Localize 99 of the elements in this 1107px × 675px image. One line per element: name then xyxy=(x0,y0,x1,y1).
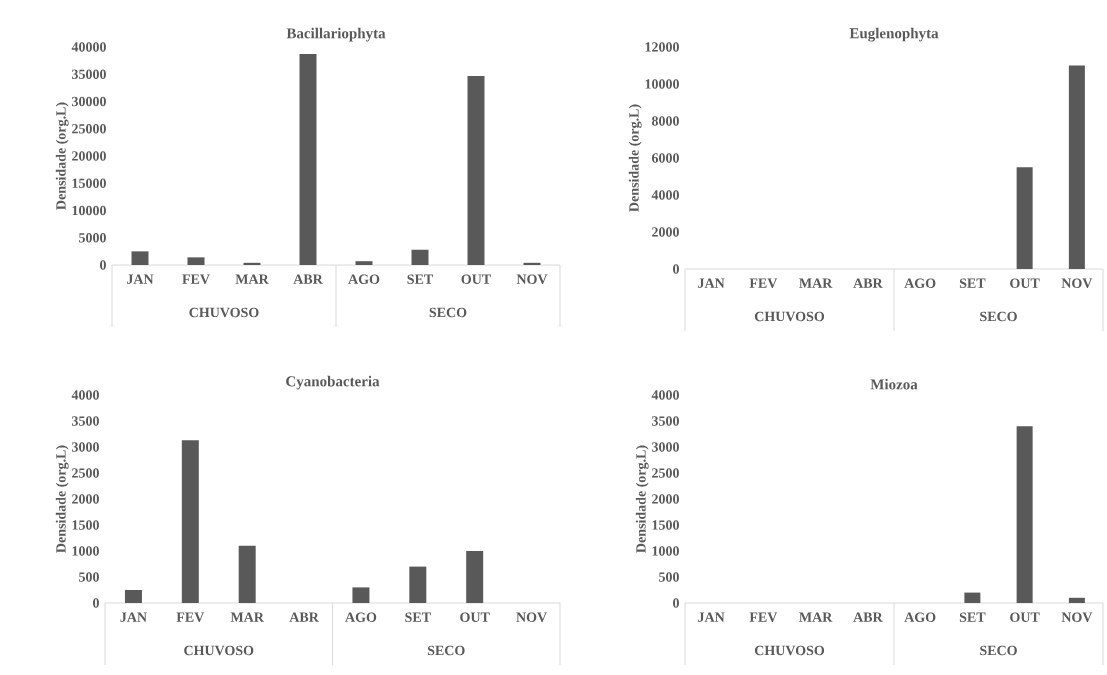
bar xyxy=(1068,597,1085,603)
x-tick-label: SET xyxy=(959,278,986,288)
y-tick-label: 20000 xyxy=(72,151,106,161)
x-tick-label: OUT xyxy=(1010,278,1040,288)
x-tick-label: OUT xyxy=(460,612,490,622)
y-tick-label: 1000 xyxy=(72,546,99,556)
x-tick-label: FEV xyxy=(749,612,778,622)
y-tick-label: 1500 xyxy=(652,520,679,530)
x-tick-label: JAN xyxy=(127,274,154,284)
y-tick-label: 5000 xyxy=(79,233,106,243)
chart-title: Cyanobacteria xyxy=(286,375,380,390)
y-axis-title: Densidade (org.L) xyxy=(55,445,69,553)
y-tick-label: 3500 xyxy=(72,416,99,426)
bar xyxy=(131,251,149,265)
text: SECO xyxy=(427,645,465,656)
bar xyxy=(181,440,199,603)
y-tick-label: 10000 xyxy=(72,205,106,216)
y-tick-label: 1500 xyxy=(72,520,99,530)
bar xyxy=(466,551,484,603)
text: SECO xyxy=(980,645,1017,656)
chart-title: Bacillariophyta xyxy=(286,27,386,42)
x-tick-label: JAN xyxy=(120,612,147,622)
x-tick-label: ABR xyxy=(289,612,319,622)
x-tick-label: SET xyxy=(405,612,431,622)
text: CHUVOSO xyxy=(754,311,825,322)
y-tick-label: 3500 xyxy=(652,416,679,426)
bar xyxy=(411,249,429,265)
y-tick-label: 500 xyxy=(79,572,99,582)
y-tick-label: 6000 xyxy=(651,153,679,163)
x-tick-label: MAR xyxy=(235,274,269,284)
y-tick-label: 3000 xyxy=(72,442,99,452)
x-tick-label: SET xyxy=(407,274,434,284)
x-tick-label: ABR xyxy=(853,612,883,622)
x-tick-label: ABR xyxy=(293,274,323,284)
y-tick-label: 8000 xyxy=(651,116,679,126)
y-tick-label: 500 xyxy=(659,572,679,582)
y-tick-label: 12000 xyxy=(645,42,679,52)
bar xyxy=(355,261,373,265)
x-tick-label: AGO xyxy=(348,274,380,284)
y-tick-label: 15000 xyxy=(72,178,106,188)
y-tick-label: 30000 xyxy=(72,96,106,107)
y-tick-label: 2000 xyxy=(72,494,99,504)
bar xyxy=(238,545,256,603)
x-tick-label: MAR xyxy=(230,612,265,622)
x-tick-label: FEV xyxy=(182,274,210,284)
y-tick-label: 2000 xyxy=(652,227,679,237)
x-tick-label: ABR xyxy=(853,278,883,288)
bar xyxy=(1016,426,1033,603)
y-axis-title: Densidade (org.L) xyxy=(55,102,69,210)
x-tick-label: AGO xyxy=(345,612,377,622)
x-tick-label: OUT xyxy=(1010,612,1040,622)
y-tick-label: 10000 xyxy=(645,79,679,89)
y-tick-label: 2500 xyxy=(652,468,679,478)
bar xyxy=(523,262,541,265)
chart-title: Euglenophyta xyxy=(849,27,939,42)
y-axis-title: Densidade (org.L) xyxy=(635,445,649,553)
y-tick-label: 0 xyxy=(673,264,679,274)
y-tick-label: 40000 xyxy=(71,42,106,52)
y-tick-label: 2500 xyxy=(72,468,99,478)
bar xyxy=(187,257,205,265)
chart-title: Miozoa xyxy=(870,378,918,390)
x-tick-label: AGO xyxy=(904,612,936,622)
x-tick-label: MAR xyxy=(799,612,833,622)
bar xyxy=(467,75,485,265)
x-tick-label: NOV xyxy=(516,274,548,284)
y-axis-title: Densidade (org.L) xyxy=(628,104,642,212)
bar xyxy=(409,566,427,603)
y-tick-label: 3000 xyxy=(652,442,679,452)
bar xyxy=(964,592,981,603)
y-tick-label: 2000 xyxy=(652,494,679,504)
x-tick-label: FEV xyxy=(176,612,205,622)
x-tick-label: JAN xyxy=(698,278,725,288)
x-tick-label: SET xyxy=(959,612,986,622)
x-tick-label: OUT xyxy=(461,274,491,284)
x-tick-label: AGO xyxy=(904,278,936,288)
y-tick-label: 0 xyxy=(93,598,99,608)
y-tick-label: 0 xyxy=(100,260,106,270)
x-tick-label: NOV xyxy=(1061,278,1093,288)
x-tick-label: NOV xyxy=(1061,612,1093,623)
x-tick-label: MAR xyxy=(799,278,833,288)
text: SECO xyxy=(429,307,467,318)
bar xyxy=(243,262,261,265)
x-tick-label: JAN xyxy=(698,612,725,622)
x-tick-label: FEV xyxy=(749,278,778,288)
y-tick-label: 25000 xyxy=(72,124,106,134)
text: SECO xyxy=(980,311,1017,322)
text: CHUVOSO xyxy=(754,645,825,656)
x-tick-label: NOV xyxy=(516,612,547,623)
y-tick-label: 35000 xyxy=(72,69,106,79)
text: CHUVOSO xyxy=(189,307,259,318)
y-tick-label: 4000 xyxy=(651,390,679,400)
y-tick-label: 4000 xyxy=(651,190,679,200)
text: CHUVOSO xyxy=(184,645,254,656)
y-tick-label: 1000 xyxy=(652,546,679,556)
y-tick-label: 4000 xyxy=(71,390,99,400)
bar xyxy=(299,54,317,265)
bar xyxy=(352,587,370,603)
bar xyxy=(124,590,142,603)
y-tick-label: 0 xyxy=(673,598,679,608)
